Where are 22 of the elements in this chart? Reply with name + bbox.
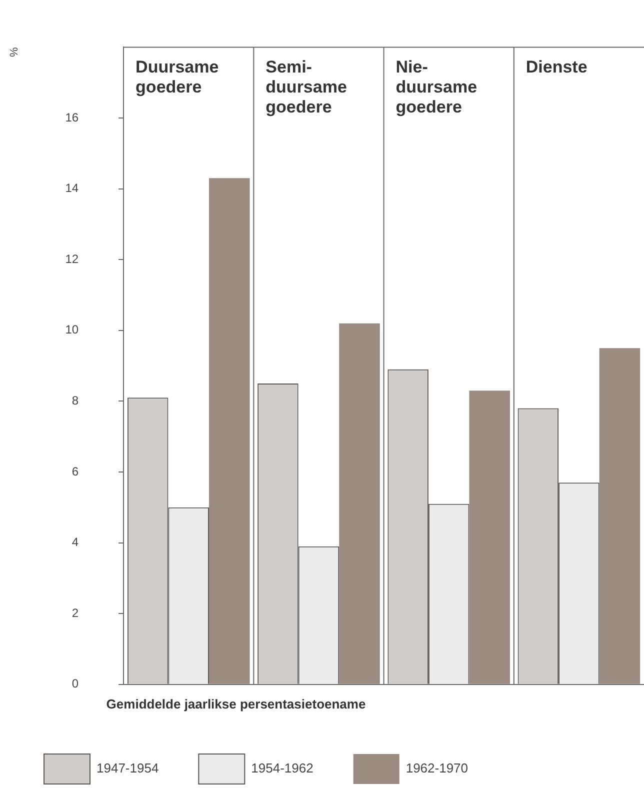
legend-label: 1954-1962 — [251, 760, 314, 776]
y-tick-label: 14 — [65, 181, 79, 196]
y-tick-label: 6 — [72, 464, 79, 478]
y-tick-label: 0 — [72, 676, 79, 691]
y-tick-label: 8 — [72, 394, 79, 408]
bar — [599, 348, 640, 684]
y-tick-label: 4 — [72, 535, 79, 550]
y-tick-label: 16 — [65, 110, 79, 124]
x-tick-label: Dienste — [526, 57, 588, 76]
y-tick-label: 2 — [72, 606, 79, 620]
legend-title: Gemiddelde jaarlikse persentasietoename — [106, 696, 366, 712]
bar — [208, 178, 250, 684]
x-tick-label: Semi-duursame goedere — [266, 57, 347, 116]
y-tick-label: 10 — [65, 322, 79, 337]
legend-label: 1947-1954 — [96, 760, 159, 776]
y-axis-title: % — [8, 46, 21, 57]
y-tick-label: 12 — [65, 252, 79, 266]
x-tick-label: Nie-duursame goedere — [396, 57, 478, 116]
legend-label: 1962-1970 — [406, 760, 468, 776]
x-tick-label: Duursame goedere — [136, 57, 219, 96]
bar — [339, 323, 380, 684]
bar — [469, 390, 510, 684]
